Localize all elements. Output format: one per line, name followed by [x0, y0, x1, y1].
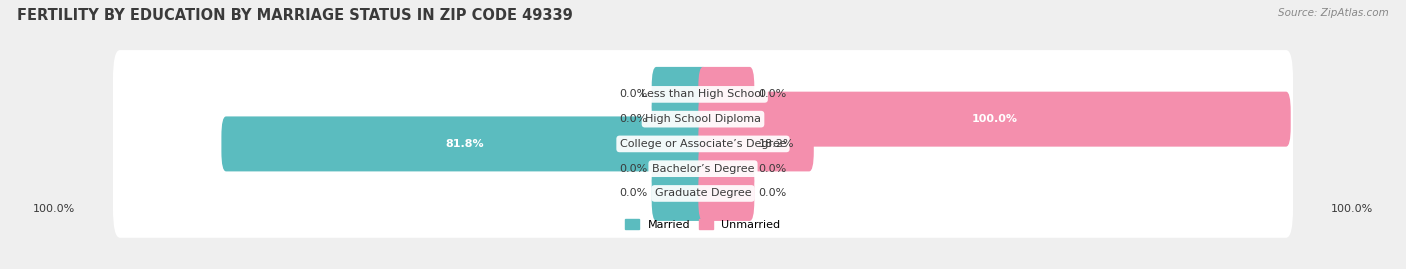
Text: Bachelor’s Degree: Bachelor’s Degree [652, 164, 754, 174]
FancyBboxPatch shape [112, 149, 1294, 238]
FancyBboxPatch shape [652, 141, 707, 196]
Text: Less than High School: Less than High School [641, 89, 765, 99]
FancyBboxPatch shape [652, 67, 707, 122]
FancyBboxPatch shape [699, 92, 1291, 147]
FancyBboxPatch shape [699, 67, 754, 122]
FancyBboxPatch shape [221, 116, 707, 171]
FancyBboxPatch shape [699, 166, 754, 221]
Text: 0.0%: 0.0% [758, 189, 786, 199]
Text: College or Associate’s Degree: College or Associate’s Degree [620, 139, 786, 149]
Text: FERTILITY BY EDUCATION BY MARRIAGE STATUS IN ZIP CODE 49339: FERTILITY BY EDUCATION BY MARRIAGE STATU… [17, 8, 572, 23]
FancyBboxPatch shape [112, 100, 1294, 188]
FancyBboxPatch shape [652, 92, 707, 147]
FancyBboxPatch shape [699, 141, 754, 196]
Text: Graduate Degree: Graduate Degree [655, 189, 751, 199]
FancyBboxPatch shape [699, 116, 814, 171]
FancyBboxPatch shape [652, 166, 707, 221]
Text: High School Diploma: High School Diploma [645, 114, 761, 124]
Text: 100.0%: 100.0% [32, 204, 75, 214]
FancyBboxPatch shape [112, 124, 1294, 213]
Text: 18.2%: 18.2% [758, 139, 794, 149]
FancyBboxPatch shape [112, 50, 1294, 139]
Text: Source: ZipAtlas.com: Source: ZipAtlas.com [1278, 8, 1389, 18]
Text: 0.0%: 0.0% [620, 89, 648, 99]
Text: 0.0%: 0.0% [620, 189, 648, 199]
Text: 100.0%: 100.0% [1331, 204, 1374, 214]
Text: 0.0%: 0.0% [620, 114, 648, 124]
FancyBboxPatch shape [112, 75, 1294, 164]
Text: 81.8%: 81.8% [446, 139, 484, 149]
Text: 0.0%: 0.0% [758, 89, 786, 99]
Text: 0.0%: 0.0% [758, 164, 786, 174]
Text: 0.0%: 0.0% [620, 164, 648, 174]
Text: 100.0%: 100.0% [972, 114, 1018, 124]
Legend: Married, Unmarried: Married, Unmarried [621, 215, 785, 234]
